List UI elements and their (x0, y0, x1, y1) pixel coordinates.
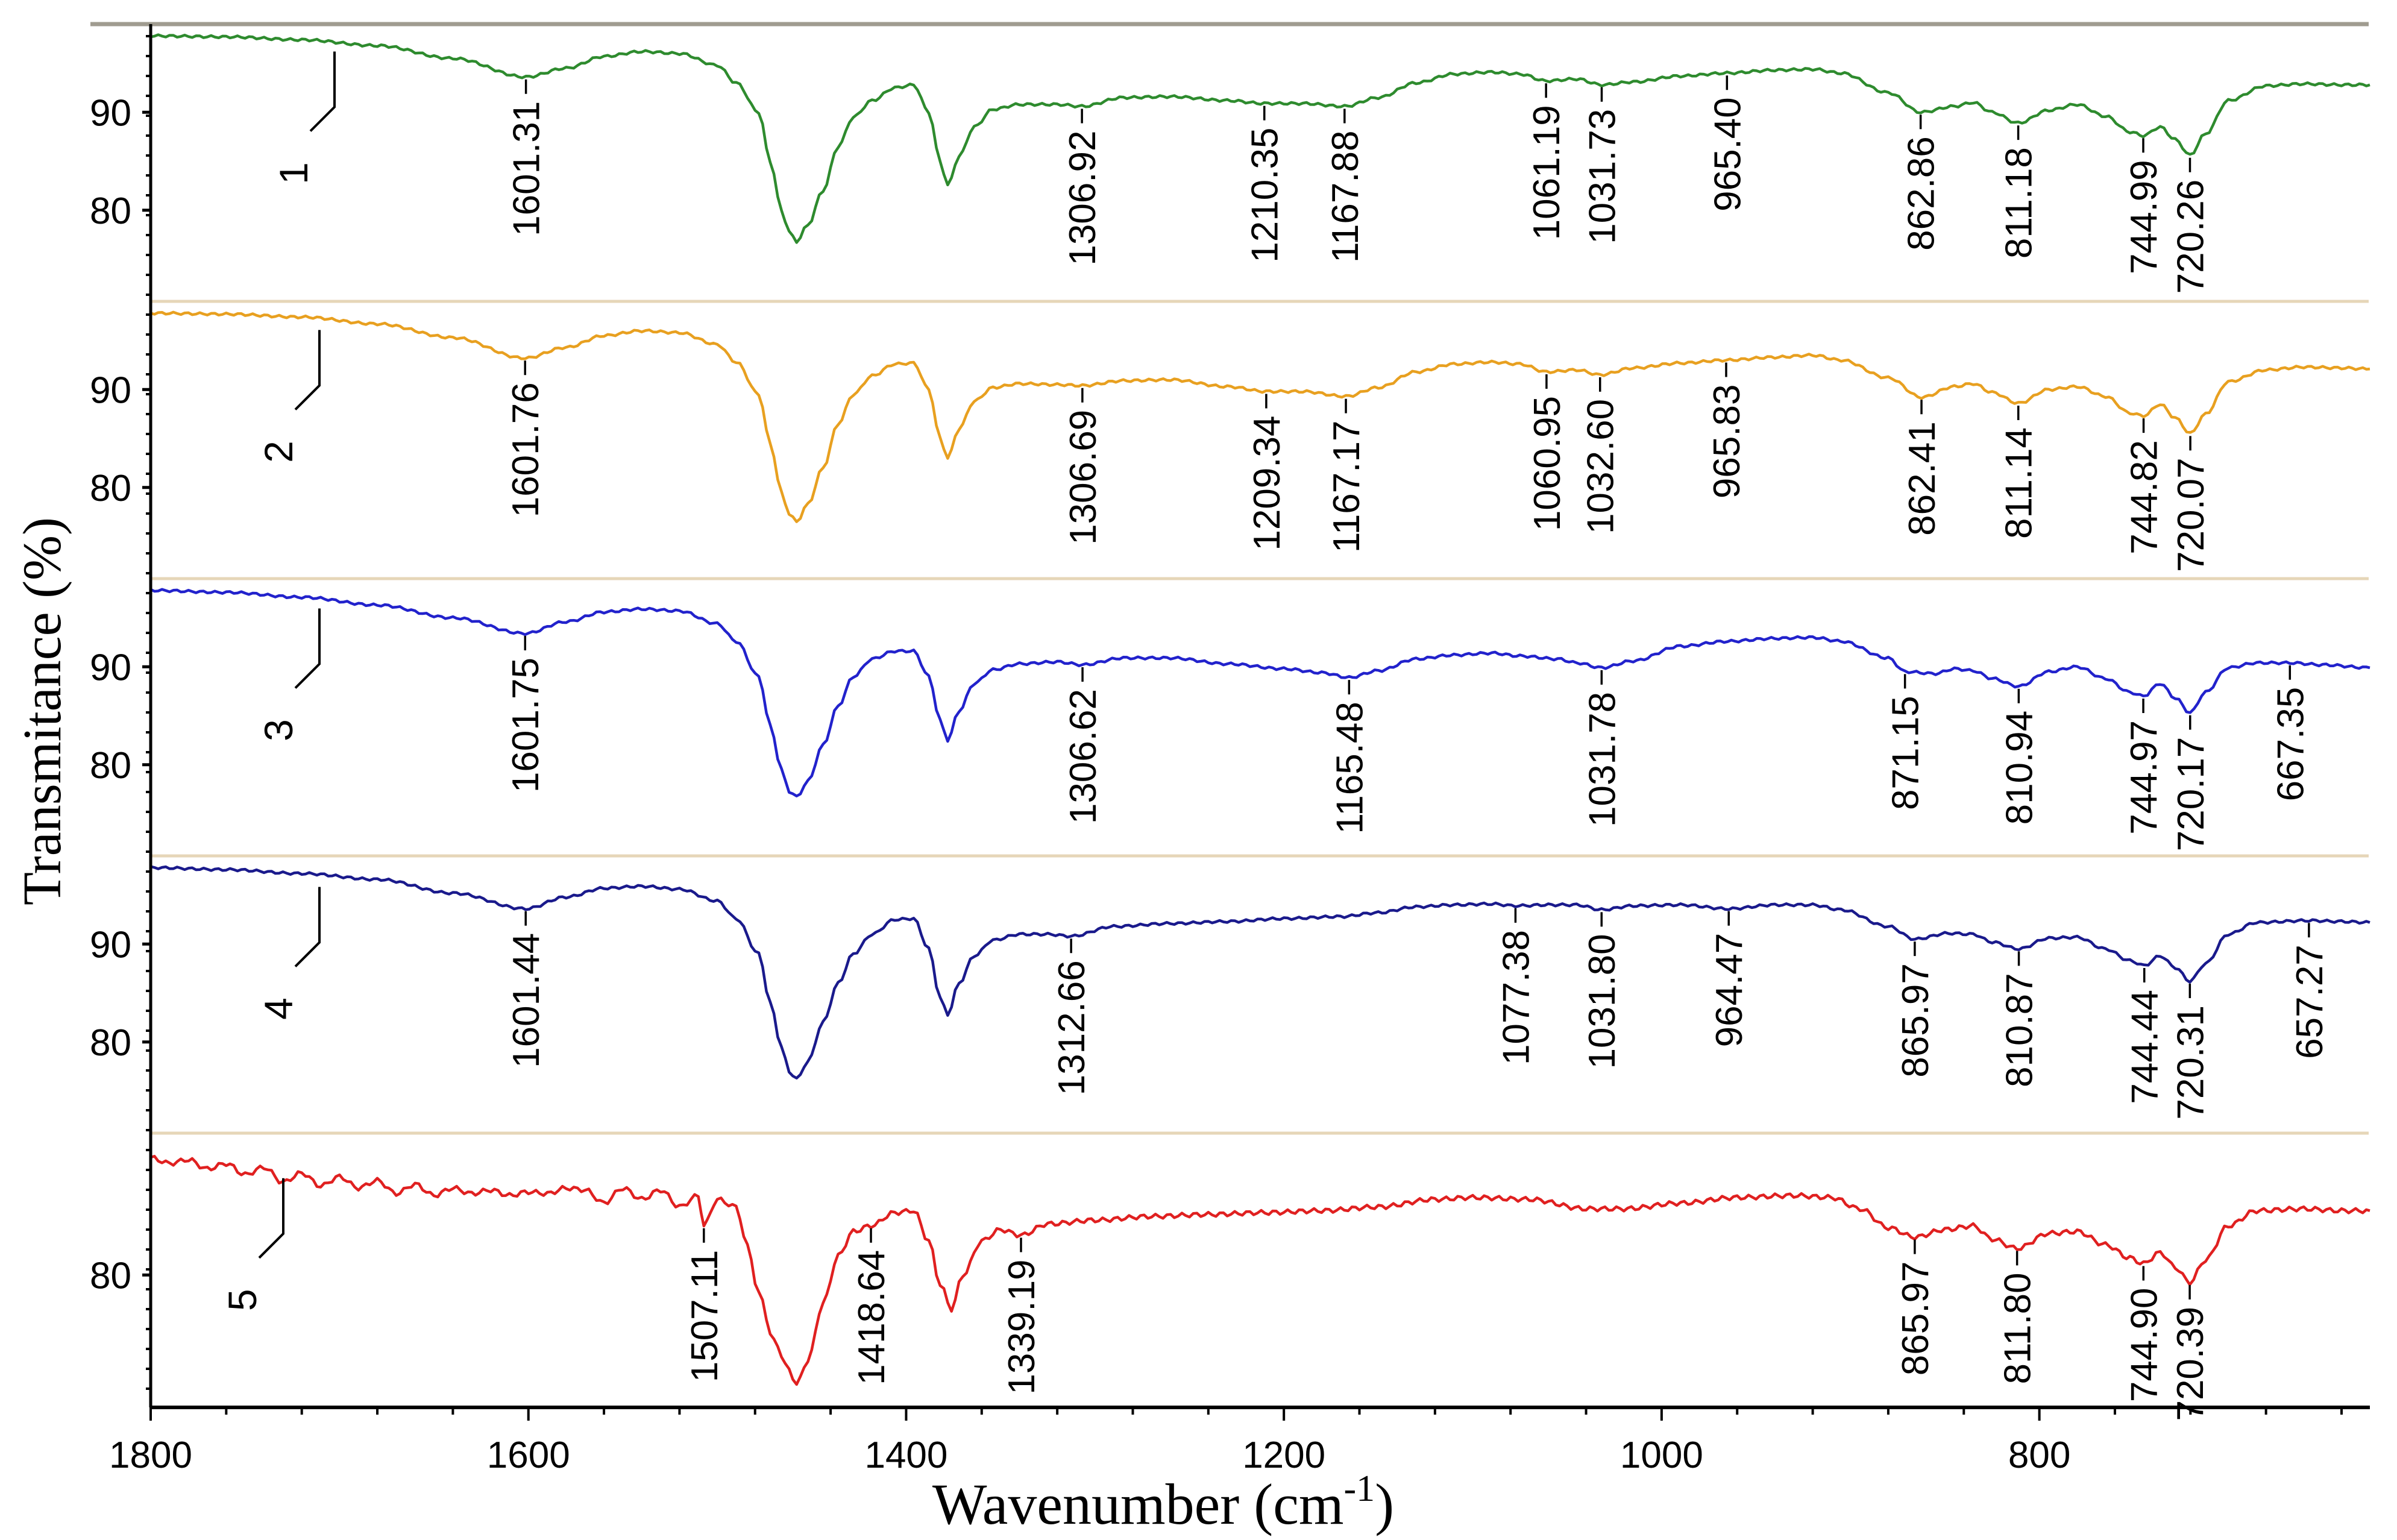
spectrum-leader-2 (294, 330, 321, 410)
x-tick-label: 1600 (487, 1435, 570, 1476)
x-tick-label: 800 (2008, 1435, 2070, 1476)
x-axis-label: Wavenumber (cm-1) (932, 1468, 1394, 1536)
peak-label: 744.44 (2125, 990, 2166, 1104)
peak-label: 657.27 (2289, 944, 2331, 1059)
spectrum-line-4 (150, 865, 2370, 1080)
peak-label: 811.80 (1997, 1272, 2039, 1384)
peak-label: 865.97 (1895, 1262, 1937, 1376)
y-axis-minor-ticks (146, 35, 151, 1390)
peak-label: 964.47 (1709, 933, 1750, 1048)
peak-label: 965.83 (1706, 385, 1748, 499)
peak-label: 1032.60 (1580, 399, 1622, 534)
spectrum-panel-3: 90 80 3 1601.75 1306.62 1165.48 1031.78 871.15 8… (90, 588, 2370, 852)
spectrum-line-3 (150, 588, 2370, 797)
peak-label: 811.14 (1999, 427, 2040, 539)
peak-label: 1167.17 (1326, 421, 1368, 553)
peak-label: 810.94 (1999, 711, 2040, 825)
peak-label: 1165.48 (1329, 702, 1371, 834)
peak-label: 871.15 (1885, 696, 1927, 810)
peak-label: 862.86 (1901, 136, 1943, 251)
peak-label: 1031.80 (1582, 934, 1623, 1069)
peak-label: 1306.92 (1062, 131, 1104, 266)
spectrum-leader-4 (294, 887, 321, 967)
peak-label: 1418.64 (851, 1250, 893, 1385)
peak-label: 1601.31 (506, 101, 548, 236)
spectrum-line-1 (150, 33, 2370, 244)
peak-label: 1507.11 (684, 1250, 726, 1383)
peak-label: 720.31 (2170, 1005, 2211, 1120)
peak-label: 1209.34 (1246, 416, 1288, 551)
spectrum-label-1: 1 (271, 162, 316, 184)
peak-label: 1306.62 (1063, 689, 1104, 824)
spectrum-panel-5: 80 5 1507.11 1418.64 1339.19 865.97 811.80 744.… (90, 1155, 2370, 1421)
peak-label: 1061.19 (1526, 105, 1568, 240)
spectrum-label-5: 5 (220, 1289, 265, 1311)
spectrum-leader-1 (309, 51, 336, 132)
panel-separators (151, 300, 2369, 1135)
y-tick-label: 90 (90, 92, 131, 134)
x-tick-label: 1400 (864, 1435, 947, 1476)
peak-label: 1167.88 (1325, 131, 1366, 263)
x-tick-label: 1800 (109, 1435, 192, 1476)
peak-label: 1601.76 (505, 382, 547, 517)
peak-label: 865.97 (1895, 963, 1937, 1078)
y-tick-label: 90 (90, 369, 131, 411)
y-tick-label: 80 (90, 190, 131, 232)
y-tick-label: 80 (90, 1255, 131, 1296)
peak-label: 811.18 (1999, 147, 2040, 259)
peak-label: 1031.78 (1582, 692, 1623, 827)
peak-label: 1077.38 (1495, 930, 1537, 1065)
y-tick-label: 80 (90, 1022, 131, 1064)
y-tick-label: 80 (90, 745, 131, 787)
peak-label: 1210.35 (1245, 128, 1286, 263)
peak-label: 744.97 (2123, 720, 2165, 835)
spectrum-line-2 (150, 310, 2370, 523)
x-tick-label: 1000 (1620, 1435, 1703, 1476)
peak-label: 1031.73 (1582, 109, 1623, 244)
x-axis-ticks: 1800 1600 1400 1200 1000 800 (109, 1407, 2343, 1476)
peak-label: 1339.19 (1001, 1259, 1043, 1394)
peak-label: 744.90 (2123, 1288, 2165, 1403)
spectrum-panel-4: 90 80 4 1601.44 1312.66 1077.38 1031.80 964.47 8… (90, 865, 2370, 1120)
y-axis-label: Transmitance (%) (13, 517, 72, 905)
spectrum-label-3: 3 (256, 719, 301, 741)
peak-label: 720.07 (2170, 457, 2212, 572)
peak-label: 744.99 (2123, 160, 2165, 274)
peak-label: 720.26 (2170, 180, 2211, 294)
peak-label: 862.41 (1902, 421, 1943, 536)
peak-label: 667.35 (2270, 687, 2311, 802)
spectrum-panel-2: 90 80 2 1601.76 1306.69 1209.34 1167.17 1060.95… (90, 310, 2370, 572)
spectrum-leader-5 (258, 1178, 284, 1259)
x-tick-label: 1200 (1242, 1435, 1325, 1476)
peak-label: 744.82 (2124, 440, 2166, 555)
spectrum-label-2: 2 (256, 441, 301, 463)
spectra-panels: 90 80 1 1601.31 1306.92 1210.35 1167.88 1061.19… (90, 33, 2370, 1421)
y-tick-label: 80 (90, 468, 131, 509)
spectrum-panel-1: 90 80 1 1601.31 1306.92 1210.35 1167.88 1061.19… (90, 33, 2370, 294)
spectrum-leader-3 (294, 608, 321, 689)
peak-label: 720.17 (2170, 737, 2212, 852)
peak-label: 720.39 (2170, 1307, 2211, 1421)
peak-label: 965.40 (1707, 97, 1748, 212)
peak-label: 1306.69 (1063, 410, 1104, 545)
peak-label: 1601.44 (506, 933, 547, 1068)
peak-label: 810.87 (1999, 973, 2041, 1087)
spectrum-line-5 (150, 1155, 2370, 1386)
peak-label: 1060.95 (1527, 396, 1568, 531)
spectrum-label-4: 4 (256, 998, 301, 1020)
y-tick-label: 90 (90, 647, 131, 688)
y-tick-label: 90 (90, 924, 131, 966)
peak-label: 1601.75 (505, 658, 547, 793)
peak-label: 1312.66 (1051, 960, 1093, 1095)
